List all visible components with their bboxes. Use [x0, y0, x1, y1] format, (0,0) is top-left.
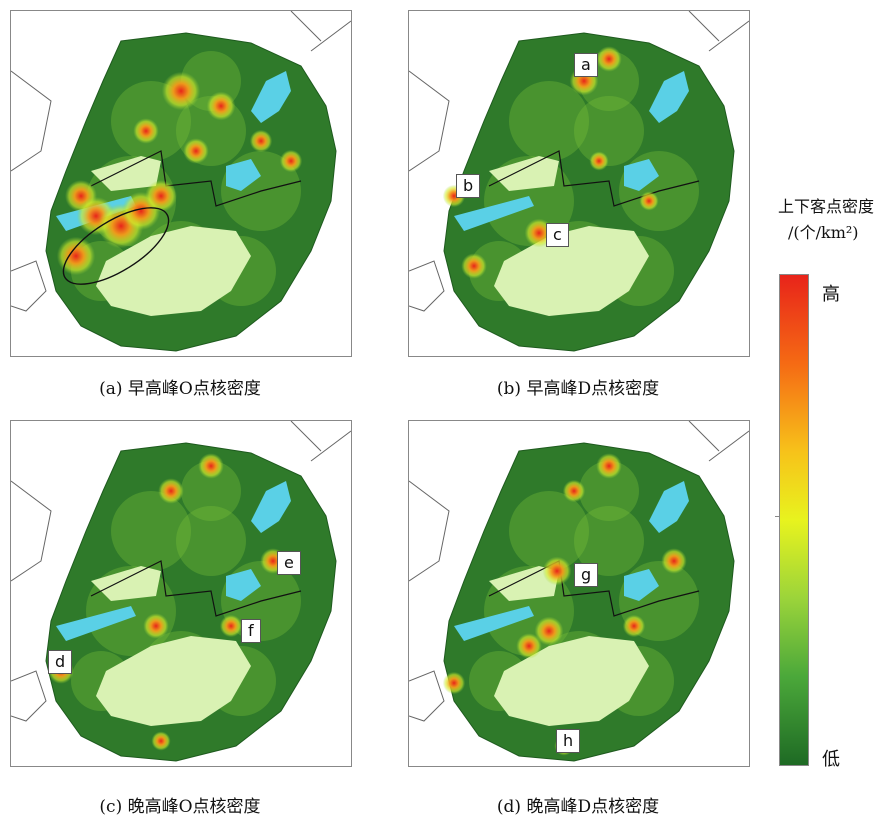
legend-title-line1: 上下客点密度	[778, 197, 875, 216]
marker-c: c	[546, 223, 569, 247]
hotspot	[516, 633, 542, 659]
colorbar-tick	[775, 516, 779, 517]
density-mottle	[579, 461, 639, 521]
map-panel-a	[10, 10, 352, 357]
park-area	[494, 636, 649, 726]
hotspot	[279, 149, 303, 173]
water-body	[649, 481, 689, 533]
density-mottle	[509, 81, 589, 161]
legend-high-label: 高	[822, 284, 840, 305]
water-body	[251, 71, 291, 123]
hotspot	[442, 671, 466, 695]
density-mottle	[111, 491, 191, 571]
park-area	[96, 636, 251, 726]
hotspot	[622, 614, 646, 638]
admin-boundary	[90, 560, 302, 617]
hotspot	[562, 479, 586, 503]
hotspot	[158, 478, 184, 504]
park-area	[91, 566, 161, 601]
legend-title-line2: /(个/km²)	[788, 223, 859, 242]
hotspot	[143, 613, 169, 639]
district-boundary	[409, 11, 749, 312]
density-mottle	[176, 506, 246, 576]
park-area	[489, 566, 559, 601]
admin-boundary	[90, 150, 302, 207]
marker-d: d	[48, 650, 73, 674]
water-body	[624, 569, 659, 601]
water-body	[226, 159, 261, 191]
water-body	[226, 569, 261, 601]
density-map-c	[11, 421, 351, 762]
density-mottle	[509, 491, 589, 571]
district-boundary	[11, 421, 351, 722]
park-area	[494, 226, 649, 316]
hotspot	[249, 129, 273, 153]
marker-a: a	[574, 53, 598, 77]
water-body	[649, 71, 689, 123]
legend-title: 上下客点密度 /(个/km²)	[778, 194, 896, 246]
water-body	[56, 606, 136, 641]
hotspot	[151, 731, 171, 751]
caption-a: (a) 早高峰O点核密度	[99, 379, 261, 399]
water-body	[624, 159, 659, 191]
hotspot	[56, 236, 96, 276]
highlight-ellipse	[62, 207, 170, 285]
park-area	[96, 226, 251, 316]
hotspot	[534, 616, 564, 646]
water-body	[251, 481, 291, 533]
marker-h: h	[556, 729, 581, 753]
density-mottle	[574, 506, 644, 576]
caption-c: (c) 晚高峰O点核密度	[99, 797, 261, 817]
hotspot	[133, 118, 159, 144]
admin-boundary	[488, 150, 700, 207]
hotspot	[183, 138, 209, 164]
district-boundary	[409, 421, 749, 722]
map-panel-d: g h	[408, 420, 750, 767]
density-map-a	[11, 11, 351, 352]
hotspot	[542, 556, 572, 586]
legend-low-label: 低	[822, 749, 840, 770]
map-panel-b: a b c	[408, 10, 750, 357]
hotspot	[161, 71, 201, 111]
density-mottle	[181, 461, 241, 521]
water-body	[454, 606, 534, 641]
hotspot	[589, 151, 609, 171]
map-panel-c: d e f	[10, 420, 352, 767]
hotspot	[596, 46, 622, 72]
hotspot	[145, 180, 177, 212]
density-mottle	[574, 96, 644, 166]
caption-d: (d) 晚高峰D点核密度	[496, 797, 660, 817]
water-body	[454, 196, 534, 231]
hotspot	[219, 614, 243, 638]
caption-b: (b) 早高峰D点核密度	[496, 379, 660, 399]
hotspot	[661, 548, 687, 574]
district-boundary	[11, 11, 351, 312]
hotspot	[639, 191, 659, 211]
marker-f: f	[241, 619, 261, 643]
marker-b: b	[456, 174, 481, 198]
park-area	[489, 156, 559, 191]
legend-colorbar	[779, 274, 809, 766]
hotspot	[596, 453, 622, 479]
hotspot	[461, 253, 487, 279]
marker-e: e	[277, 551, 301, 575]
hotspot	[198, 453, 224, 479]
marker-g: g	[574, 563, 599, 587]
park-area	[91, 156, 161, 191]
hotspot	[206, 91, 236, 121]
density-map-d	[409, 421, 749, 762]
